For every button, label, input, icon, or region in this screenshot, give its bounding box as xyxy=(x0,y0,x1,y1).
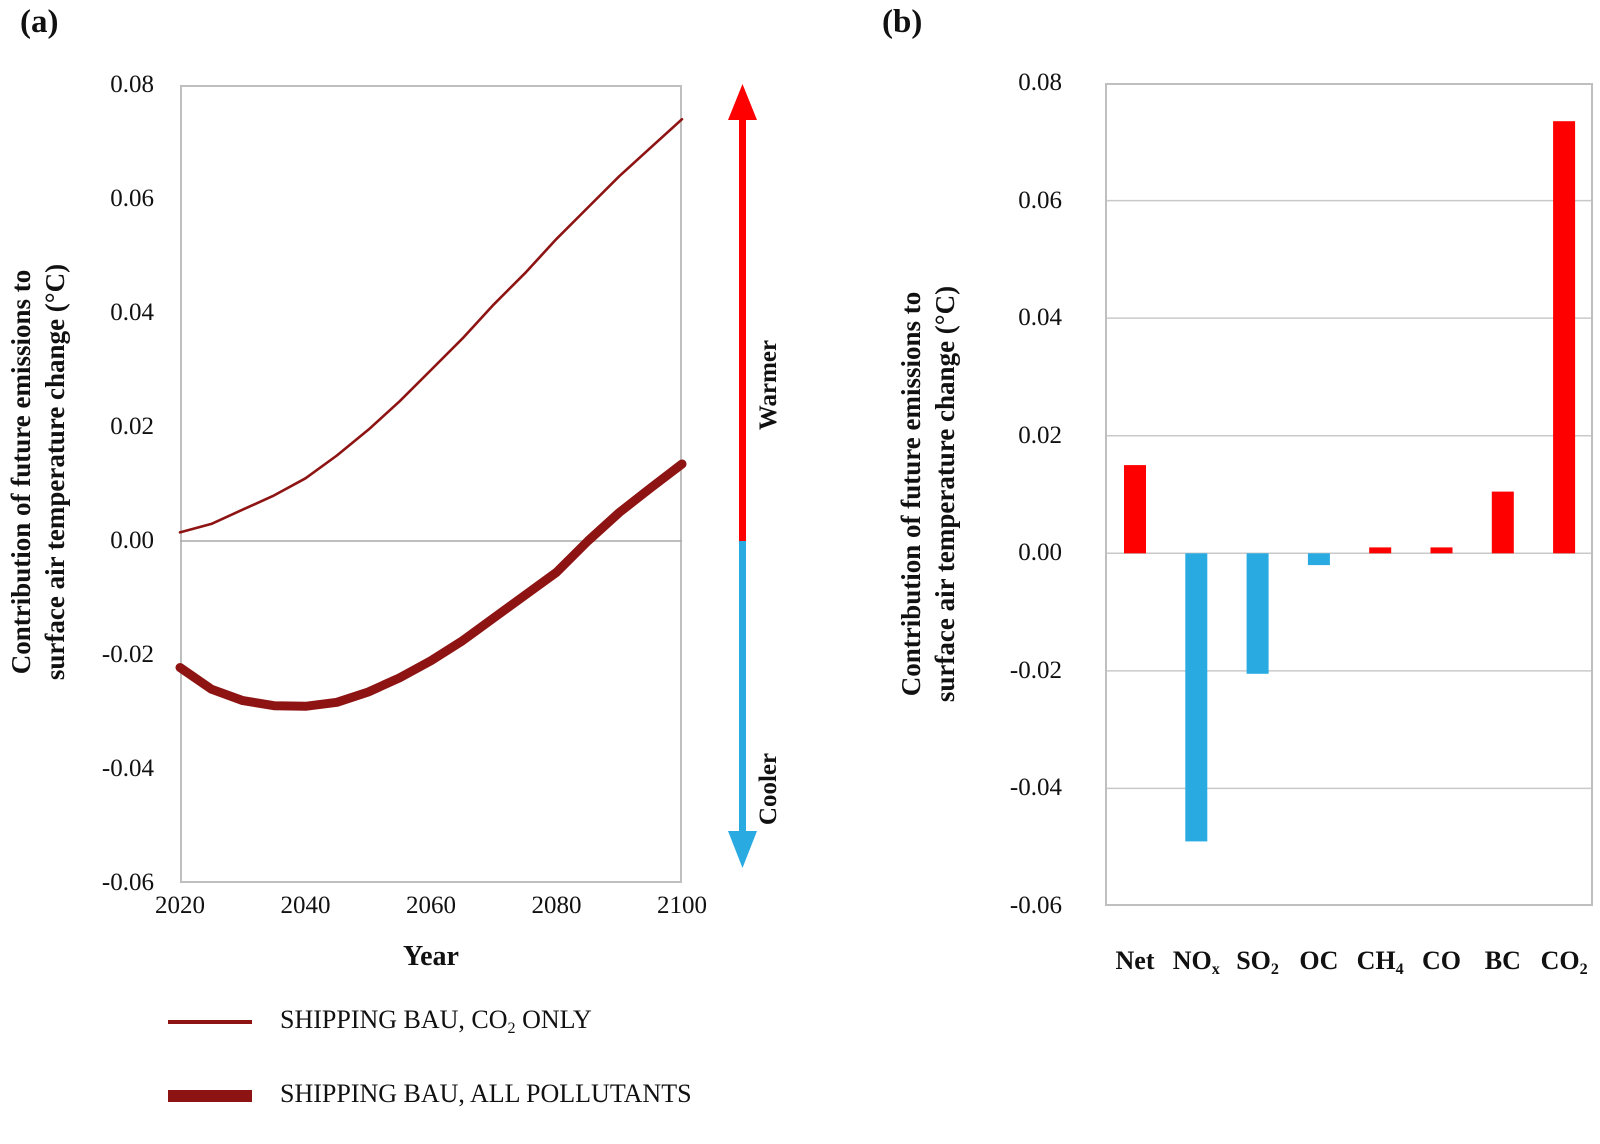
panel-a-y-axis-title: Contribution of future emissions to surf… xyxy=(4,264,72,680)
panel-a-y-axis-title-line2: surface air temperature change (°C) xyxy=(40,263,70,681)
panel-a-y-tick: -0.06 xyxy=(101,869,154,896)
panel-b-y-tick: 0.02 xyxy=(1018,421,1062,449)
panel-b-y-axis-title: Contribution of future emissions to surf… xyxy=(894,286,962,702)
panel-a-y-tick: 0.06 xyxy=(110,185,154,212)
panel-b-label: (b) xyxy=(882,4,923,40)
panel-a-line-chart xyxy=(175,85,687,883)
panel-b-y-tick: 0.04 xyxy=(1018,304,1062,332)
bar-CH4 xyxy=(1369,547,1392,554)
panel-a-y-tick: -0.04 xyxy=(101,755,154,782)
bar-BC xyxy=(1491,491,1514,554)
legend-swatch-thick-line-icon xyxy=(168,1090,252,1102)
panel-b-category-label: BC xyxy=(1458,946,1548,976)
category-subscript: 2 xyxy=(1579,960,1588,978)
panel-b-y-tick: -0.02 xyxy=(1009,656,1062,684)
category-subscript: 4 xyxy=(1395,960,1404,978)
cooler-arrowhead-icon xyxy=(728,831,757,868)
legend-item-all-pollutants: SHIPPING BAU, ALL POLLUTANTS xyxy=(168,1079,692,1113)
panel-a-x-tick: 2020 xyxy=(155,892,205,919)
panel-b-y-tick: -0.06 xyxy=(1009,891,1062,919)
bar-CO xyxy=(1430,547,1453,554)
panel-a-x-axis-title: Year xyxy=(403,941,459,972)
category-base: BC xyxy=(1484,946,1521,975)
bar-SO2 xyxy=(1246,553,1269,674)
series-line-co2-only xyxy=(178,117,684,534)
panel-a-x-tick: 2080 xyxy=(531,892,582,919)
cooler-arrow-shaft xyxy=(739,541,746,831)
warmer-arrow-shaft xyxy=(739,116,746,541)
panel-b-y-tick: 0.00 xyxy=(1018,539,1062,567)
legend-text-co2-only-pre: SHIPPING BAU, CO xyxy=(280,1005,508,1034)
category-base: Net xyxy=(1115,946,1155,975)
legend-text-co2-only-post: ONLY xyxy=(515,1005,592,1034)
panel-a-y-tick: 0.08 xyxy=(110,71,154,98)
bar-CO2 xyxy=(1553,121,1576,554)
panel-a-y-tick: 0.04 xyxy=(110,299,154,326)
bar-Net xyxy=(1124,465,1146,554)
series-line-all-pollutants xyxy=(175,459,687,711)
panel-a-y-tick: 0.00 xyxy=(110,527,154,554)
category-base: CO xyxy=(1540,946,1580,975)
category-base: OC xyxy=(1299,946,1339,975)
category-base: SO xyxy=(1236,946,1271,975)
panel-b-category-label: NOx xyxy=(1151,946,1241,980)
panel-b-category-label: CO2 xyxy=(1519,946,1600,980)
panel-b-y-axis-title-line1: Contribution of future emissions to xyxy=(896,291,926,697)
warmer-cooler-arrow-icon xyxy=(728,84,757,868)
panel-a-y-axis-title-line1: Contribution of future emissions to xyxy=(6,269,36,675)
legend-text-all-pollutants: SHIPPING BAU, ALL POLLUTANTS xyxy=(280,1078,692,1114)
bar-NOx xyxy=(1185,553,1208,842)
legend-swatch-thin-line-icon xyxy=(168,1020,252,1024)
panel-b-plot-border xyxy=(1105,83,1593,906)
panel-a-y-tick: -0.02 xyxy=(101,641,154,668)
cooler-label: Cooler xyxy=(755,752,782,826)
panel-b-category-label: OC xyxy=(1274,946,1364,976)
panel-b-category-label: SO2 xyxy=(1213,946,1303,980)
panel-a-label: (a) xyxy=(20,4,59,40)
panel-b-category-label: CO xyxy=(1397,946,1487,976)
legend-text-co2-only: SHIPPING BAU, CO2 ONLY xyxy=(280,1004,592,1040)
warmer-arrowhead-icon xyxy=(728,84,757,120)
bar-OC xyxy=(1307,553,1330,566)
legend-text-all-pollutants-pre: SHIPPING BAU, ALL POLLUTANTS xyxy=(280,1079,692,1108)
panel-b-bar-chart xyxy=(1105,83,1593,906)
category-base: CH xyxy=(1356,946,1396,975)
panel-a-plot-border xyxy=(180,85,682,883)
category-base: NO xyxy=(1172,946,1212,975)
panel-b-category-label: CH4 xyxy=(1335,946,1425,980)
legend-text-co2-only-sub: 2 xyxy=(507,1019,516,1037)
warmer-label: Warmer xyxy=(755,339,782,431)
panel-b-y-tick: 0.08 xyxy=(1018,69,1062,96)
category-subscript: x xyxy=(1211,960,1220,978)
category-subscript: 2 xyxy=(1270,960,1279,978)
panel-b-category-label: Net xyxy=(1090,946,1180,976)
panel-b-y-tick: -0.04 xyxy=(1009,774,1062,802)
category-base: CO xyxy=(1422,946,1461,975)
panel-a-x-tick: 2060 xyxy=(406,892,456,919)
panel-b-y-axis-title-line2: surface air temperature change (°C) xyxy=(930,285,960,703)
panel-a-y-tick: 0.02 xyxy=(110,413,154,440)
panel-a-x-tick: 2100 xyxy=(657,892,707,919)
panel-a-x-tick: 2040 xyxy=(280,892,331,919)
panel-b-y-tick: 0.06 xyxy=(1018,186,1062,214)
legend-item-co2-only: SHIPPING BAU, CO2 ONLY xyxy=(168,1005,592,1039)
